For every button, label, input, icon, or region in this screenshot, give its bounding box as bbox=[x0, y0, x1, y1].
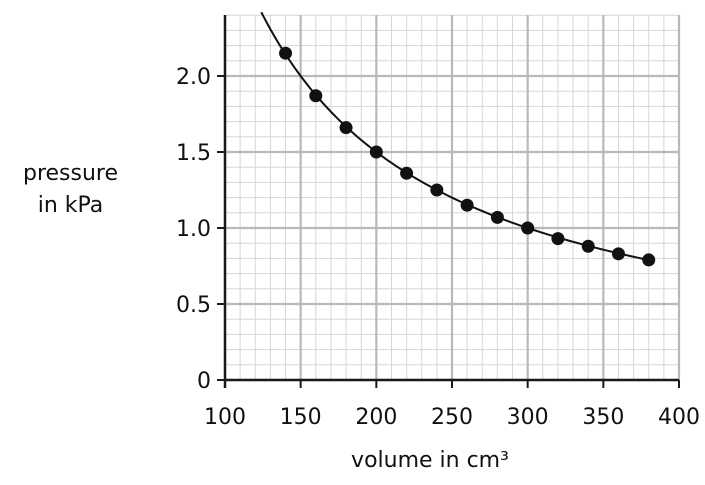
x-tick-label: 200 bbox=[355, 405, 397, 430]
data-point bbox=[611, 247, 625, 261]
x-tick-label: 150 bbox=[280, 405, 322, 430]
x-tick-label: 300 bbox=[507, 405, 549, 430]
x-axis-label: volume in cm³ bbox=[351, 448, 509, 473]
data-point bbox=[279, 46, 293, 60]
tick-marks bbox=[217, 75, 680, 388]
data-point bbox=[551, 232, 565, 246]
y-tick-label: 1.5 bbox=[176, 141, 211, 166]
data-point bbox=[430, 183, 444, 197]
best-fit-curve bbox=[260, 11, 649, 261]
data-point bbox=[309, 89, 323, 103]
data-point bbox=[490, 210, 504, 224]
data-point bbox=[581, 239, 595, 253]
data-point bbox=[521, 221, 535, 235]
data-point bbox=[642, 253, 656, 267]
y-tick-label: 2.0 bbox=[176, 65, 211, 90]
x-tick-label: 100 bbox=[204, 405, 246, 430]
x-tick-label: 400 bbox=[658, 405, 700, 430]
data-point bbox=[339, 121, 353, 135]
data-points bbox=[279, 46, 656, 267]
best-fit-curve-line bbox=[260, 11, 649, 261]
x-tick-label: 350 bbox=[582, 405, 624, 430]
data-point bbox=[460, 198, 474, 212]
y-axis-label: pressure in kPa bbox=[8, 158, 133, 222]
y-axis-label-line-1: pressure bbox=[22, 161, 119, 186]
tick-labels: 100 150 200 250 300 350 400 0 0.5 1.0 1.5 2.0 bbox=[176, 65, 700, 430]
y-tick-label: 1.0 bbox=[176, 217, 211, 242]
data-point bbox=[369, 145, 383, 159]
data-point bbox=[400, 166, 414, 180]
y-axis-label-line-2: in kPa bbox=[37, 193, 104, 218]
y-tick-label: 0.5 bbox=[176, 293, 211, 318]
x-tick-label: 250 bbox=[431, 405, 473, 430]
y-tick-label: 0 bbox=[197, 369, 211, 394]
